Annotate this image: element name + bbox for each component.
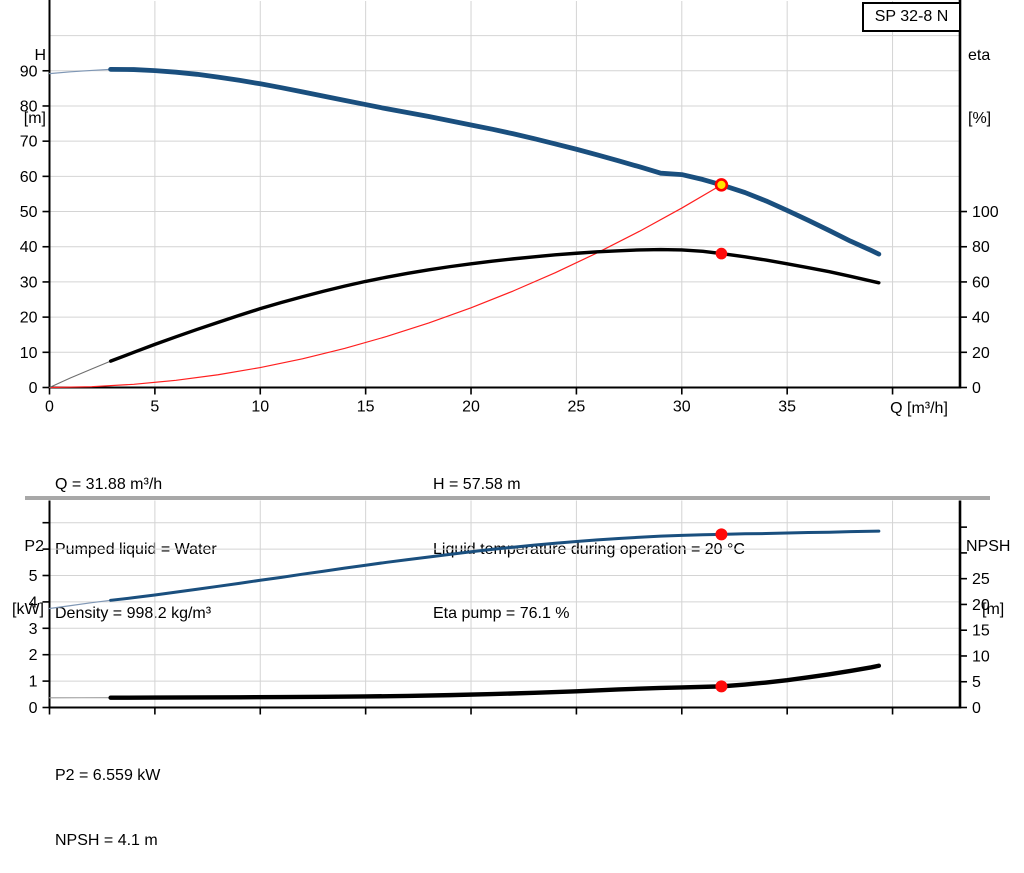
pump-model-box: SP 32-8 N <box>862 2 961 32</box>
y-tick-label: 40 <box>20 239 38 256</box>
q-axis-title: Q [m³/h] <box>860 398 978 419</box>
y-tick-label: 40 <box>972 310 990 327</box>
p2-axis-symbol: P2 <box>0 536 44 557</box>
y-tick-label: 0 <box>972 380 981 397</box>
h-axis-symbol: H <box>0 45 46 66</box>
y-tick-label: 20 <box>20 310 38 327</box>
x-tick-label: 5 <box>150 399 159 416</box>
y-tick-label: 0 <box>972 700 981 717</box>
head-curve <box>111 69 879 254</box>
duty-point-marker[interactable] <box>716 179 727 190</box>
p2-text: P2 = 6.559 kW <box>55 765 160 787</box>
p2-axis-unit: [kW] <box>0 599 44 620</box>
npsh-curve <box>111 666 879 698</box>
eta-axis-unit: [%] <box>968 108 1018 129</box>
y-tick-label: 10 <box>20 345 38 362</box>
duty-flow-text: Q = 31.88 m³/h <box>55 474 217 496</box>
p2-curve <box>111 531 879 600</box>
head-curve <box>50 69 111 73</box>
eta-point-marker <box>716 248 728 260</box>
y-tick-label: 0 <box>29 700 38 717</box>
h-axis-title: H [m] <box>0 3 46 150</box>
npsh-text: NPSH = 4.1 m <box>55 830 160 852</box>
npsh-point-marker <box>715 680 727 692</box>
system-curve <box>50 185 722 388</box>
y-tick-label: 30 <box>20 274 38 291</box>
y-tick-label: 60 <box>972 274 990 291</box>
x-tick-label: 20 <box>462 399 480 416</box>
x-tick-label: 15 <box>357 399 375 416</box>
eta-curve <box>50 361 111 387</box>
y-tick-label: 2 <box>29 647 38 664</box>
eta-axis-title: eta [%] <box>968 3 1018 150</box>
power-data-block: P2 = 6.559 kW NPSH = 4.1 m <box>55 722 160 873</box>
x-tick-label: 10 <box>251 399 269 416</box>
pump-model-label: SP 32-8 N <box>875 8 949 25</box>
y-tick-label: 100 <box>972 204 999 221</box>
eta-axis-symbol: eta <box>968 45 1018 66</box>
p2-point-marker <box>715 528 727 540</box>
npsh-axis-symbol: NPSH <box>966 536 1024 557</box>
x-tick-label: 35 <box>778 399 796 416</box>
x-tick-label: 30 <box>673 399 691 416</box>
y-tick-label: 1 <box>29 674 38 691</box>
p2-axis-title: P2 [kW] <box>0 494 44 641</box>
head-text: H = 57.58 m <box>433 474 745 496</box>
eta-curve <box>111 250 879 362</box>
h-axis-unit: [m] <box>0 108 46 129</box>
x-tick-label: 0 <box>45 399 54 416</box>
npsh-axis-unit: [m] <box>966 599 1024 620</box>
y-tick-label: 10 <box>972 648 990 665</box>
y-tick-label: 80 <box>972 239 990 256</box>
y-tick-label: 0 <box>29 380 38 397</box>
x-tick-label: 25 <box>568 399 586 416</box>
y-tick-label: 20 <box>972 345 990 362</box>
y-tick-label: 50 <box>20 204 38 221</box>
y-tick-label: 60 <box>20 169 38 186</box>
npsh-axis-title: NPSH [m] <box>966 494 1024 641</box>
y-tick-label: 5 <box>972 674 981 691</box>
